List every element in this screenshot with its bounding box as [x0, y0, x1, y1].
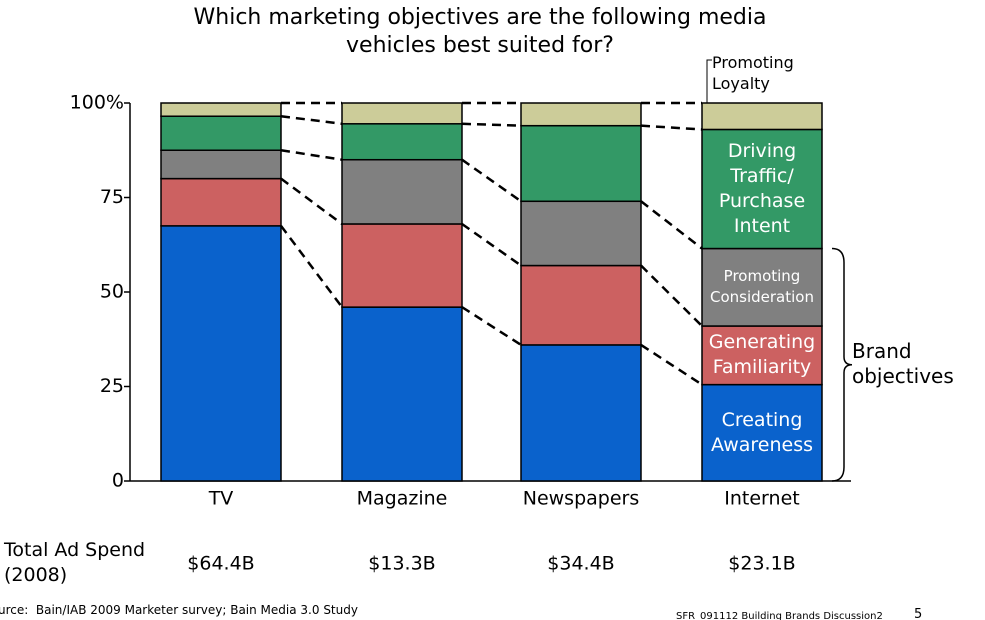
- legend-label: Generating Familiarity: [708, 331, 816, 379]
- legend-label: Driving Traffic/ Purchase Intent: [718, 139, 806, 237]
- bar-segment: [341, 123, 463, 161]
- bracket: [831, 247, 853, 482]
- x-tick-label: Internet: [724, 488, 799, 510]
- connector: [280, 225, 343, 308]
- y-tick-label: 50: [100, 281, 124, 303]
- x-tick-label: Newspapers: [523, 488, 640, 510]
- y-tick-label: 25: [100, 375, 124, 397]
- legend-leader: [706, 59, 712, 103]
- spend-value: $34.4B: [547, 553, 614, 575]
- connector: [640, 200, 703, 250]
- bar-segment: [160, 102, 282, 117]
- bar-segment: [160, 225, 282, 482]
- connector: [280, 114, 343, 126]
- y-tick-label: 75: [100, 186, 124, 208]
- bar-segment: [520, 200, 642, 267]
- x-tick-label: TV: [208, 488, 234, 510]
- x-tick-label: Magazine: [357, 488, 448, 510]
- connector: [640, 264, 703, 327]
- y-tick-label: 0: [112, 470, 124, 492]
- spend-value: $13.3B: [368, 553, 435, 575]
- bar-segment: [520, 102, 642, 127]
- bar-segment: [701, 325, 823, 386]
- spend-value: $23.1B: [728, 553, 795, 575]
- bar-segment: [341, 223, 463, 308]
- bar-segment: [520, 124, 642, 203]
- bar-segment: [341, 306, 463, 482]
- spend-value: $64.4B: [187, 553, 254, 575]
- legend-label: Creating Awareness: [710, 408, 814, 456]
- connector: [461, 306, 522, 346]
- footer: SFR_091112 Building Brands Discussion2: [676, 611, 883, 620]
- connector: [461, 158, 522, 203]
- legend-label: Promoting Consideration: [710, 267, 814, 307]
- connector: [461, 222, 522, 267]
- connector: [640, 343, 703, 386]
- spend-label: Total Ad Spend (2008): [4, 539, 146, 586]
- bar-segment: [701, 247, 823, 327]
- legend-label: Promoting Loyalty: [712, 53, 794, 93]
- bar-segment: [520, 264, 642, 346]
- connector: [640, 124, 703, 131]
- bar-segment: [341, 102, 463, 125]
- connector: [280, 149, 343, 161]
- bar-segment: [160, 115, 282, 152]
- bar-segment: [341, 158, 463, 225]
- bar-segment: [520, 344, 642, 482]
- source: Source: Bain/IAB 2009 Marketer survey; B…: [0, 603, 358, 617]
- bar-segment: [701, 128, 823, 250]
- bar-segment: [160, 177, 282, 227]
- bar-segment: [701, 383, 823, 482]
- y-tick-label: 100%: [70, 92, 124, 114]
- bracket-label: Brand objectives: [852, 338, 954, 388]
- page-number: 5: [914, 607, 923, 620]
- bar-segment: [160, 149, 282, 180]
- bar-segment: [701, 102, 823, 131]
- connector: [280, 177, 343, 225]
- connector: [461, 122, 522, 127]
- chart-title: Which marketing objectives are the follo…: [193, 5, 767, 58]
